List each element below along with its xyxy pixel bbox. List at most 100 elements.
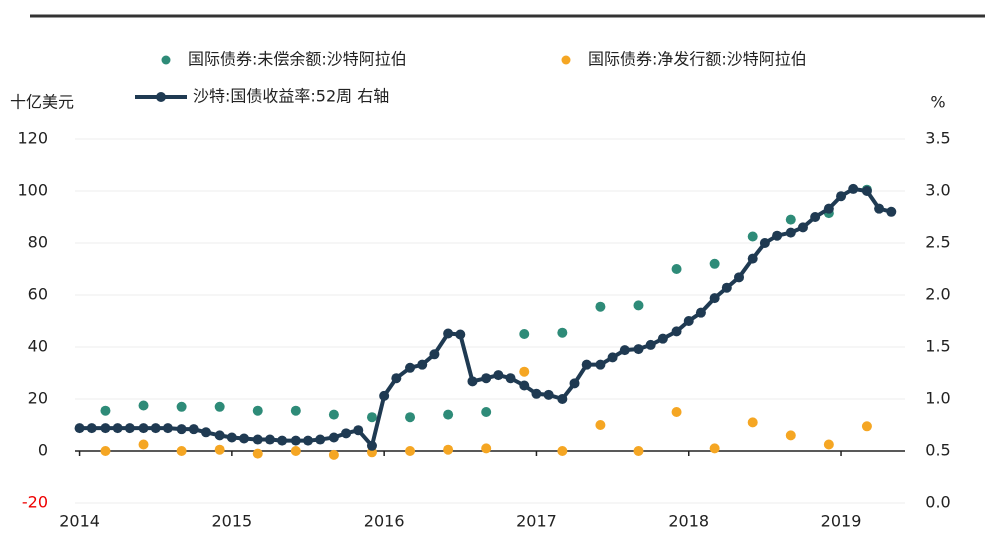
line-marker — [200, 427, 211, 438]
point — [557, 446, 568, 456]
point — [671, 264, 682, 274]
y-tick-label: 0 — [38, 441, 48, 460]
line-marker — [633, 344, 644, 355]
point — [823, 439, 834, 450]
line-marker — [226, 432, 237, 443]
line-marker — [797, 222, 808, 233]
x-tick-label: 2014 — [59, 512, 100, 531]
y-tick-label: 120 — [17, 129, 48, 148]
point — [785, 430, 796, 441]
y-axis-label: 十亿美元 — [10, 93, 74, 112]
point — [138, 400, 149, 411]
point — [709, 443, 720, 454]
line-marker — [124, 423, 135, 434]
point — [290, 405, 301, 416]
point — [557, 327, 568, 338]
line-marker — [810, 212, 821, 222]
line-marker — [188, 424, 199, 435]
line-marker — [481, 373, 492, 384]
line-marker — [671, 326, 682, 337]
point — [519, 366, 530, 377]
line-marker — [683, 316, 694, 326]
line-marker — [138, 423, 149, 434]
point — [671, 407, 682, 417]
y-tick-label: 100 — [17, 181, 48, 200]
y2-tick-label: 1.5 — [925, 337, 950, 356]
line-marker — [836, 191, 847, 202]
line-marker — [429, 349, 440, 360]
line-marker — [848, 183, 859, 194]
line-marker — [493, 370, 504, 381]
line-marker — [341, 428, 352, 439]
x-tick-label: 2017 — [516, 512, 557, 531]
x-tick-label: 2016 — [364, 512, 405, 531]
y-tick-label: -20 — [22, 493, 48, 512]
line-marker — [619, 345, 630, 356]
line-marker — [150, 423, 161, 434]
line-marker — [569, 378, 580, 389]
point — [747, 231, 758, 242]
line-marker — [290, 435, 301, 446]
line-marker — [366, 440, 377, 451]
point — [633, 300, 644, 311]
line-marker — [519, 380, 530, 391]
point — [100, 405, 111, 416]
point — [633, 446, 644, 456]
y2-tick-label: 2.5 — [925, 233, 950, 252]
line-marker — [645, 339, 656, 350]
line-marker — [303, 435, 314, 446]
line-marker — [405, 362, 416, 373]
y2-tick-label: 3.0 — [925, 181, 950, 200]
y2-tick-label: 0.5 — [925, 441, 950, 460]
point — [252, 448, 263, 459]
line-marker — [391, 373, 402, 384]
point — [785, 214, 796, 225]
line-marker — [277, 435, 288, 446]
line-marker — [264, 434, 275, 445]
line-marker — [886, 206, 897, 217]
line-marker — [353, 425, 364, 436]
line-marker — [709, 293, 720, 304]
line-marker — [607, 352, 618, 363]
line-marker — [772, 230, 783, 241]
line-marker — [86, 423, 97, 434]
point — [328, 409, 339, 420]
legend-label: 沙特:国债收益率:52周 右轴 — [193, 87, 389, 106]
line-marker — [734, 272, 744, 283]
point — [214, 401, 225, 412]
line-marker — [239, 433, 250, 444]
line-marker — [328, 432, 339, 443]
point — [481, 443, 492, 454]
line-marker — [823, 203, 834, 214]
line-marker — [747, 253, 758, 264]
point — [747, 417, 758, 428]
line-marker — [785, 227, 796, 238]
line-marker — [505, 373, 516, 384]
y2-tick-label: 1.0 — [925, 389, 950, 408]
line-marker — [543, 389, 554, 400]
line-marker — [162, 423, 173, 434]
x-tick-label: 2015 — [212, 512, 253, 531]
point — [176, 446, 187, 456]
line-marker — [252, 434, 263, 445]
line-marker — [455, 329, 466, 340]
y-tick-label: 20 — [28, 389, 48, 408]
point — [214, 444, 225, 455]
point — [252, 405, 263, 416]
y2-tick-label: 2.0 — [925, 285, 950, 304]
line-marker — [112, 423, 123, 434]
line-marker — [759, 238, 770, 248]
line-marker — [100, 423, 111, 434]
line-marker — [721, 282, 732, 293]
point — [709, 258, 720, 269]
line-marker — [861, 186, 872, 196]
point — [176, 401, 187, 412]
legend-label: 国际债券:净发行额:沙特阿拉伯 — [588, 50, 807, 69]
point — [138, 439, 149, 450]
line-marker — [557, 394, 568, 404]
point — [595, 301, 606, 312]
point — [861, 421, 872, 432]
legend-marker — [161, 55, 171, 65]
point — [595, 420, 606, 430]
y-tick-label: 80 — [28, 233, 48, 252]
